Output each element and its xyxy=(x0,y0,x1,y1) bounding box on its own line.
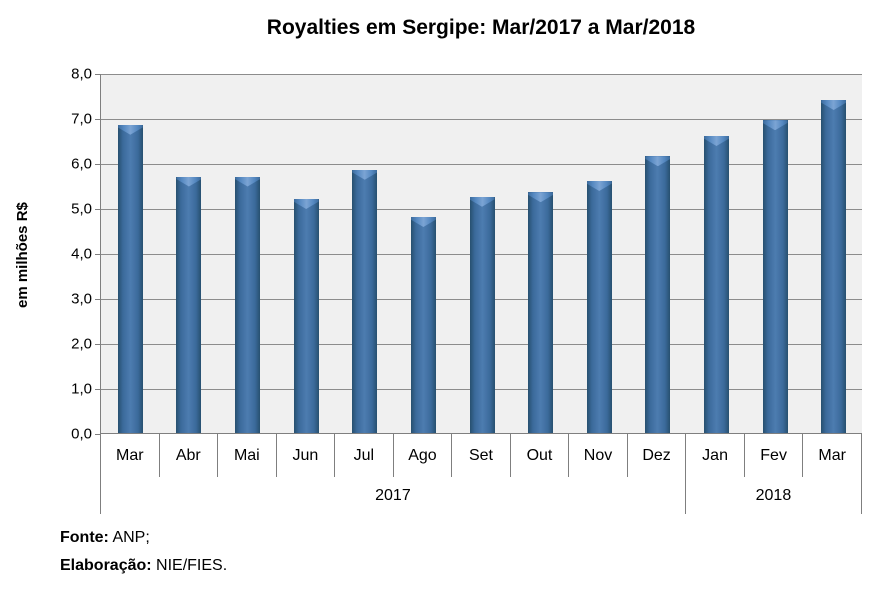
x-tick-label-jul-4: Jul xyxy=(335,434,394,477)
elaboration-label: Elaboração: xyxy=(60,557,152,574)
bar-top-bevel xyxy=(410,217,436,227)
y-tick-label: 6,0 xyxy=(71,155,92,173)
x-tick-label-set-6: Set xyxy=(452,434,511,477)
x-tick-label-dez-9: Dez xyxy=(628,434,687,477)
footer: Fonte: ANP; Elaboração: NIE/FIES. xyxy=(60,524,227,580)
plot-area xyxy=(100,74,862,434)
y-tick-mark xyxy=(95,74,100,75)
x-axis-year-row: 2017 2018 xyxy=(100,477,862,514)
y-tick-mark xyxy=(95,209,100,210)
chart-title: Royalties em Sergipe: Mar/2017 a Mar/201… xyxy=(266,16,696,39)
x-tick-label-ago-5: Ago xyxy=(394,434,453,477)
x-tick-label-out-7: Out xyxy=(511,434,570,477)
bar-top-bevel xyxy=(645,156,671,167)
x-tick-label-nov-8: Nov xyxy=(569,434,628,477)
bar-out-7 xyxy=(528,192,554,433)
y-tick-label: 2,0 xyxy=(71,335,92,353)
bar-top-bevel xyxy=(352,169,378,180)
y-tick-label: 7,0 xyxy=(71,110,92,128)
source-line: Fonte: ANP; xyxy=(60,524,227,552)
y-tick-label: 1,0 xyxy=(71,380,92,398)
x-tick-label-abr-1: Abr xyxy=(160,434,219,477)
gridline xyxy=(101,74,862,75)
y-tick-mark xyxy=(95,389,100,390)
bar-mar-0 xyxy=(117,124,143,433)
bar-top-bevel xyxy=(117,124,143,135)
y-tick-mark xyxy=(95,434,100,435)
bar-top-bevel xyxy=(176,176,202,187)
bar-mai-2 xyxy=(235,176,261,433)
x-tick-label-jan-10: Jan xyxy=(686,434,745,477)
bar-ago-5 xyxy=(410,217,436,433)
y-tick-label: 4,0 xyxy=(71,245,92,263)
bar-jan-10 xyxy=(703,136,729,433)
bar-set-6 xyxy=(469,196,495,433)
y-tick-mark xyxy=(95,299,100,300)
source-value: ANP; xyxy=(108,529,150,546)
bar-top-bevel xyxy=(528,192,554,203)
elaboration-value: NIE/FIES. xyxy=(151,557,228,574)
x-tick-label-jun-3: Jun xyxy=(277,434,336,477)
x-tick-label-mai-2: Mai xyxy=(218,434,277,477)
bar-top-bevel xyxy=(821,100,847,110)
bar-top-bevel xyxy=(469,196,495,207)
bar-top-bevel xyxy=(586,181,612,191)
y-tick-label: 5,0 xyxy=(71,200,92,218)
bar-dez-9 xyxy=(645,156,671,433)
bar-jul-4 xyxy=(352,169,378,433)
bar-fev-11 xyxy=(762,120,788,433)
year-group-label-2018: 2018 xyxy=(755,486,792,504)
bar-top-bevel xyxy=(703,136,729,146)
x-tick-label-mar-0: Mar xyxy=(101,434,160,477)
gridline xyxy=(101,119,862,120)
elaboration-line: Elaboração: NIE/FIES. xyxy=(60,552,227,580)
bar-mar-12 xyxy=(821,100,847,433)
x-tick-label-mar-12: Mar xyxy=(818,446,846,464)
bar-jun-3 xyxy=(293,199,319,433)
y-tick-label: 8,0 xyxy=(71,65,92,83)
y-tick-label: 3,0 xyxy=(71,290,92,308)
gridline xyxy=(101,164,862,165)
y-tick-label: 0,0 xyxy=(71,425,92,443)
bar-abr-1 xyxy=(176,176,202,433)
source-label: Fonte: xyxy=(60,529,109,546)
year-group-label-2017: 2017 xyxy=(101,477,686,514)
y-axis-title: em milhões R$ xyxy=(14,202,31,308)
bar-nov-8 xyxy=(586,181,612,433)
y-tick-mark xyxy=(95,164,100,165)
bar-top-bevel xyxy=(293,199,319,209)
y-tick-mark xyxy=(95,254,100,255)
x-tick-label-fev-11: Fev xyxy=(745,434,804,477)
bar-top-bevel xyxy=(235,176,261,187)
bar-top-bevel xyxy=(762,120,788,131)
x-axis-month-row: Mar Abr Mai Jun Jul Ago Set Out Nov Dez Jan Fev Mar xyxy=(100,434,862,477)
y-tick-mark xyxy=(95,119,100,120)
y-tick-mark xyxy=(95,344,100,345)
